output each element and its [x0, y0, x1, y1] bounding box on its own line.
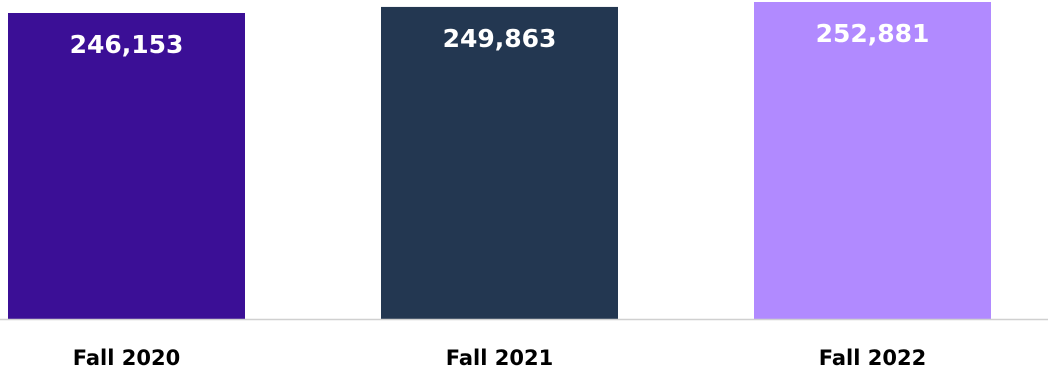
- bar-value-label-1: 246,153: [70, 30, 184, 59]
- bars-layer: [8, 2, 991, 320]
- category-label-3: Fall 2022: [819, 346, 926, 370]
- value-labels-layer: 246,153 249,863 252,881: [70, 19, 930, 59]
- category-label-2: Fall 2021: [446, 346, 553, 370]
- bar-value-label-2: 249,863: [443, 24, 557, 53]
- bar-1: [8, 13, 245, 319]
- bar-value-label-3: 252,881: [816, 19, 930, 48]
- bar-3: [754, 2, 991, 319]
- category-labels-layer: Fall 2020 Fall 2021 Fall 2022: [73, 346, 926, 370]
- bar-2: [381, 6, 618, 320]
- category-label-1: Fall 2020: [73, 346, 180, 370]
